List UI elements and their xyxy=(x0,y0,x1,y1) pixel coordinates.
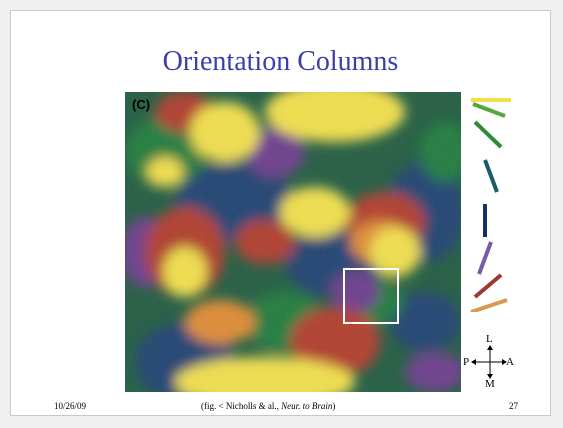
compass: L P A M xyxy=(463,333,517,393)
orientation-map-image: (C) xyxy=(125,92,461,392)
key-bar-7 xyxy=(470,298,508,312)
orientation-key xyxy=(470,98,511,312)
highlight-box xyxy=(343,268,399,324)
compass-right: A xyxy=(506,356,514,368)
key-bar-1 xyxy=(472,102,506,118)
footer-date: 10/26/09 xyxy=(54,401,87,411)
key-bar-2 xyxy=(473,120,503,149)
compass-left: P xyxy=(463,356,470,368)
compass-cross-icon xyxy=(471,345,507,379)
footer-citation: (fig. < Nicholls & al., Neur. to Brain) xyxy=(201,401,336,411)
key-bar-6 xyxy=(473,273,503,299)
key-bar-5 xyxy=(477,241,493,275)
compass-top: L xyxy=(486,333,493,345)
slide-title: Orientation Columns xyxy=(162,46,399,77)
panel-label: (C) xyxy=(132,97,151,112)
slide: Orientation Columns xyxy=(10,10,551,416)
compass-bottom: M xyxy=(485,378,495,390)
key-bar-3 xyxy=(483,159,499,193)
footer-page-number: 27 xyxy=(509,401,518,411)
